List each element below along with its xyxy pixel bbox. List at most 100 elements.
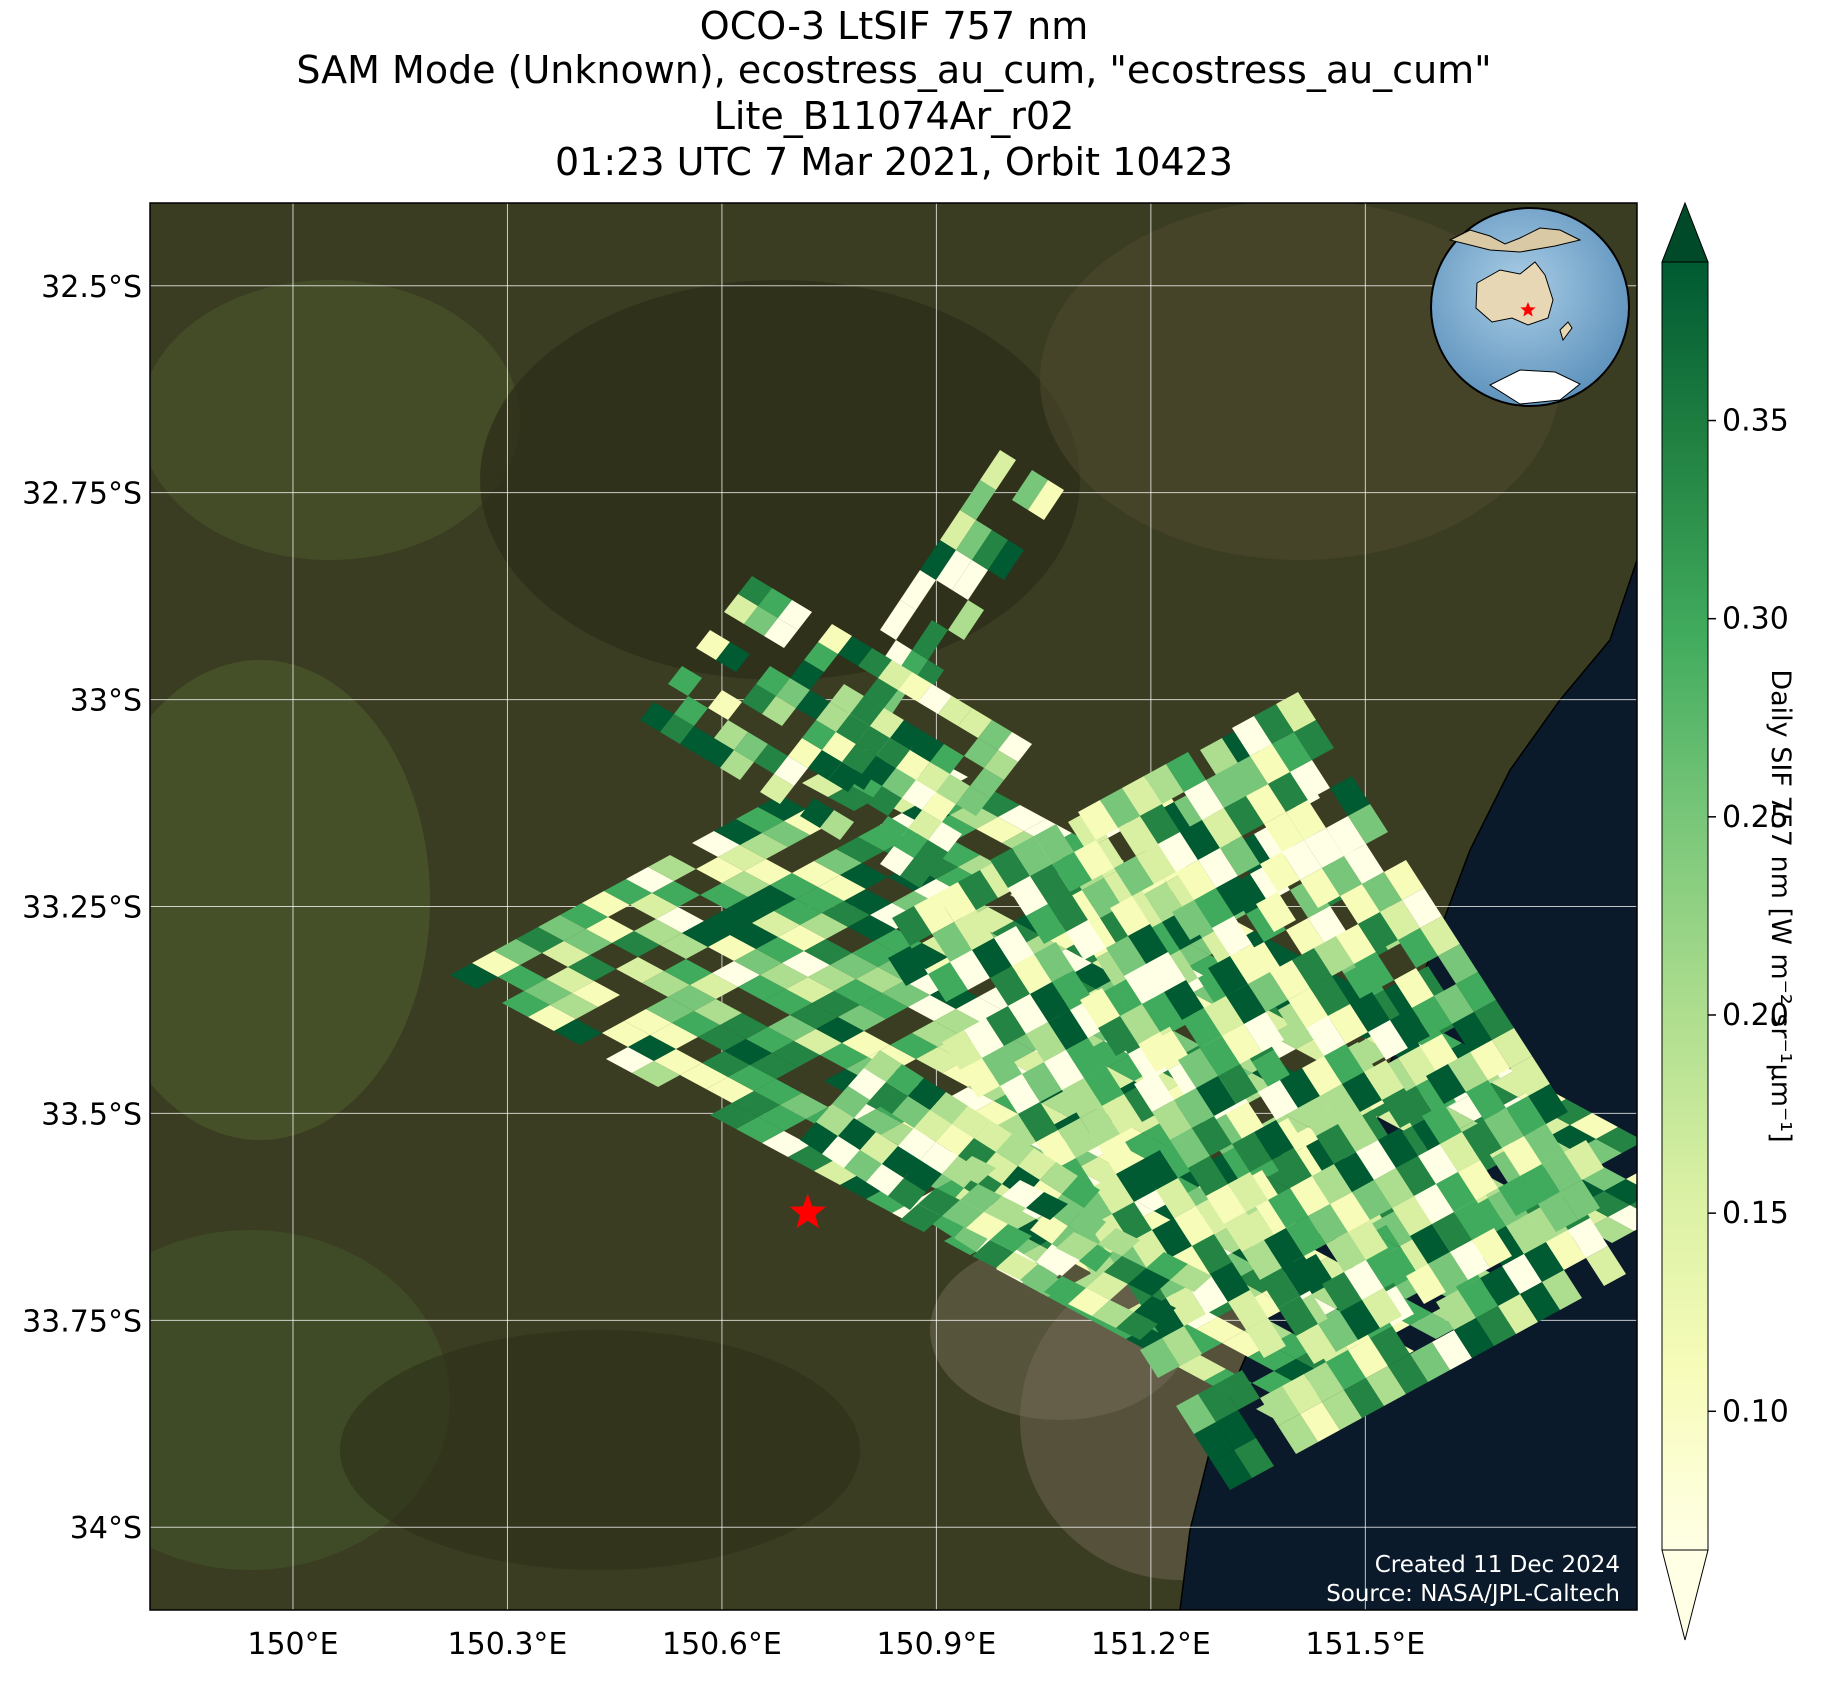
sif-footprint [830, 684, 864, 714]
sif-footprint [1250, 862, 1290, 902]
sif-footprint [1140, 804, 1180, 844]
sif-footprint [550, 993, 598, 1019]
sif-footprint [1316, 1124, 1356, 1164]
sif-footprint [790, 1003, 838, 1029]
sif-footprint [1268, 1188, 1308, 1228]
sif-footprint [1448, 1052, 1488, 1092]
sif-footprint [986, 1006, 1026, 1046]
sif-footprint [1200, 1036, 1240, 1076]
sif-footprint [898, 1128, 936, 1160]
colorbar-extend-bottom [1661, 1549, 1709, 1641]
sif-footprint [966, 1212, 1008, 1240]
sif-footprint [854, 1109, 902, 1135]
sif-footprint [822, 732, 856, 762]
lon-tick-label: 150.9°E [876, 1627, 996, 1662]
sif-footprint [1452, 1012, 1492, 1052]
longitude-axis: 150°E 150.3°E 150.6°E 150.9°E 151.2°E 151.5°E [247, 1627, 1425, 1662]
sif-footprint [1542, 1152, 1582, 1192]
sif-footprint [1270, 1023, 1318, 1049]
colorbar-tick-label: 0.10 [1722, 1394, 1789, 1429]
sif-footprint [1170, 1264, 1212, 1292]
sif-footprint [818, 624, 852, 654]
sif-footprint [762, 1131, 810, 1157]
sif-footprint [660, 933, 708, 959]
sif-footprint [1208, 956, 1248, 996]
sif-footprint [1280, 1068, 1320, 1108]
sif-footprint [758, 795, 806, 821]
lat-tick-label: 33.75°S [22, 1304, 142, 1339]
sif-footprint [1128, 1268, 1170, 1296]
sif-footprint [820, 1043, 868, 1069]
sif-footprint [1570, 1113, 1618, 1139]
sif-footprint [1138, 1032, 1178, 1072]
sif-footprint [918, 684, 952, 714]
sif-footprint [1458, 1278, 1498, 1318]
sif-footprint [700, 738, 734, 768]
sif-footprint [1608, 1205, 1637, 1231]
sif-footprint [1296, 1324, 1336, 1364]
sif-footprint [1336, 924, 1376, 964]
sif-footprint [1196, 1076, 1236, 1116]
sif-footprint [1392, 1196, 1432, 1236]
sif-footprint [1120, 1004, 1160, 1044]
sif-footprint [928, 822, 962, 852]
sif-footprint [1596, 1127, 1637, 1153]
sif-footprint [1326, 1350, 1366, 1390]
sif-footprint [648, 855, 696, 881]
source-credit: Source: NASA/JPL-Caltech [1326, 1581, 1620, 1607]
sif-footprint [1312, 1164, 1352, 1204]
sif-footprint [1506, 1214, 1546, 1254]
sif-footprint [990, 1224, 1032, 1252]
sif-footprint [954, 1156, 996, 1184]
sif-footprint [892, 1096, 930, 1128]
sif-footprint [694, 999, 742, 1025]
sif-footprint [1480, 1266, 1520, 1306]
sif-footprint [832, 1086, 870, 1118]
map-frame [149, 202, 1638, 1611]
sif-footprint [958, 708, 992, 738]
sif-footprint [1348, 804, 1388, 844]
sif-footprint [978, 720, 1012, 750]
sif-footprint [1436, 1172, 1476, 1212]
sif-footprint [836, 837, 884, 863]
colorbar-tick-label: 0.30 [1722, 602, 1789, 637]
sif-footprint [1356, 1140, 1396, 1180]
sif-footprint [1246, 1318, 1286, 1358]
sif-footprint [1226, 984, 1266, 1024]
sif-footprint [652, 881, 700, 907]
sif-footprint [1354, 952, 1394, 992]
sif-footprint [664, 959, 712, 985]
sif-footprint [528, 1005, 576, 1031]
sif-footprint [1304, 1362, 1344, 1402]
sif-footprint [1222, 1331, 1270, 1357]
sif-footprint [650, 1023, 698, 1049]
sif-footprint [932, 922, 972, 962]
sif-footprint [1466, 1080, 1506, 1120]
sif-footprint [1282, 1256, 1322, 1296]
sif-footprint [816, 702, 850, 732]
sif-footprint [1278, 1296, 1318, 1336]
sif-footprint [1008, 876, 1048, 916]
sif-footprint [586, 917, 634, 943]
sif-footprint [850, 696, 884, 726]
sif-footprint [1198, 848, 1238, 888]
sif-footprint [1260, 852, 1300, 892]
sif-footprint [770, 873, 818, 899]
sif-footprint [822, 1136, 860, 1168]
sif-footprint [612, 931, 660, 957]
sif-footprint [980, 1152, 1018, 1184]
sif-footprint [748, 885, 796, 911]
sif-footprint [1294, 720, 1334, 760]
sif-footprint [1028, 480, 1064, 520]
sif-footprint [1104, 866, 1144, 906]
sif-footprint [1286, 800, 1326, 840]
sif-footprint [902, 780, 936, 810]
sif-footprint [1124, 964, 1164, 1004]
sif-footprint [656, 907, 704, 933]
sif-footprint [1406, 1264, 1446, 1304]
sif-footprint [918, 1188, 960, 1216]
sif-footprint [1528, 1084, 1568, 1124]
sif-footprint [1366, 1366, 1406, 1406]
sif-footprint [1026, 1192, 1068, 1220]
